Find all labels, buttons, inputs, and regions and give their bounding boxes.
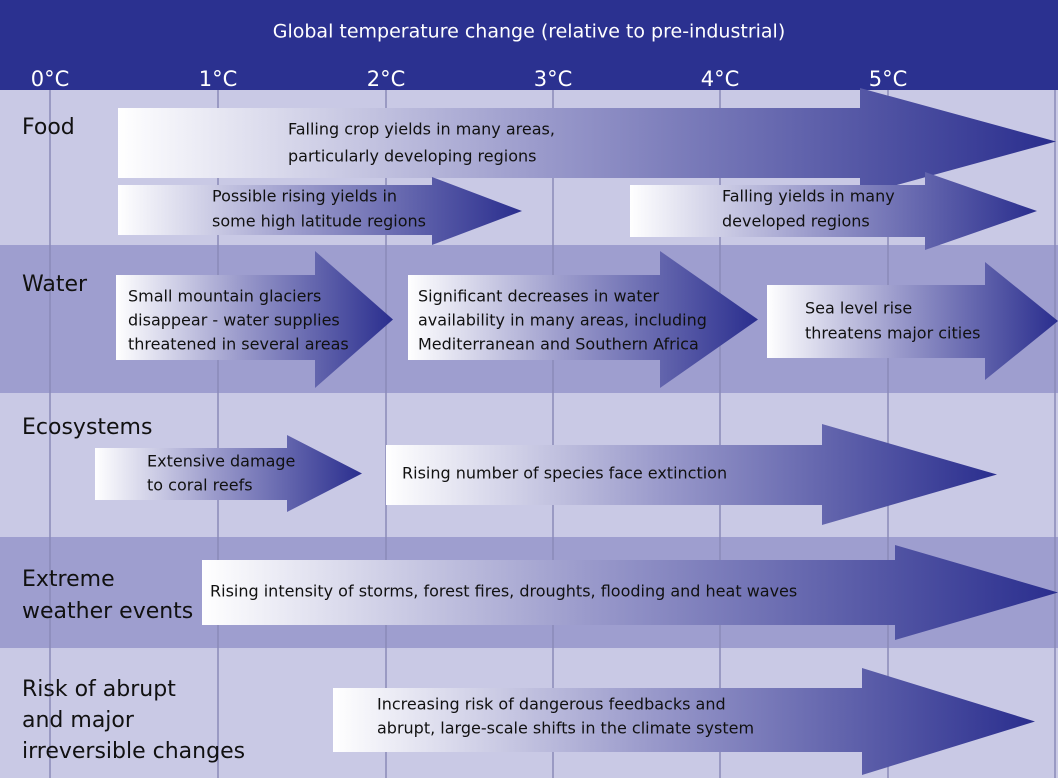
row-label: Water — [22, 272, 88, 297]
arrow-text: Increasing risk of dangerous feedbacks a… — [377, 695, 726, 714]
arrow — [386, 424, 997, 525]
arrow — [408, 251, 758, 388]
row-label: weather events — [22, 599, 193, 624]
header-title: Global temperature change (relative to p… — [273, 21, 786, 43]
arrow — [630, 172, 1037, 250]
row-label: Risk of abrupt — [22, 677, 176, 702]
arrow-text: Falling crop yields in many areas, — [288, 120, 555, 139]
arrow-text: Mediterranean and Southern Africa — [418, 335, 699, 354]
scale-label: 0°C — [31, 67, 70, 91]
arrow-text: availability in many areas, including — [418, 311, 707, 330]
row-label: and major — [22, 708, 135, 733]
arrow-text: to coral reefs — [147, 476, 253, 495]
row-label: irreversible changes — [22, 739, 245, 764]
arrow — [116, 251, 393, 388]
arrow-text: developed regions — [722, 212, 870, 231]
arrow-text: Sea level rise — [805, 299, 912, 318]
arrow-text: threatened in several areas — [128, 335, 349, 354]
arrow — [118, 177, 522, 245]
scale-label: 3°C — [534, 67, 573, 91]
arrow-text: Falling yields in many — [722, 187, 895, 206]
arrow-text: Rising number of species face extinction — [402, 464, 727, 483]
row-label: Food — [22, 115, 75, 140]
scale-label: 4°C — [701, 67, 740, 91]
arrow — [767, 262, 1058, 380]
arrow-text: Possible rising yields in — [212, 187, 397, 206]
row-label: Ecosystems — [22, 415, 152, 440]
scale-label: 1°C — [199, 67, 238, 91]
arrow — [202, 545, 1058, 640]
row-label: Extreme — [22, 567, 115, 592]
arrow — [333, 668, 1035, 775]
arrow-text: Significant decreases in water — [418, 287, 659, 306]
arrow-text: disappear - water supplies — [128, 311, 340, 330]
arrow — [95, 435, 362, 512]
arrow-text: some high latitude regions — [212, 212, 426, 231]
scale-label: 2°C — [367, 67, 406, 91]
arrow-text: Small mountain glaciers — [128, 287, 321, 306]
arrow — [118, 88, 1056, 195]
arrow-text: threatens major cities — [805, 324, 980, 343]
arrow-text: Extensive damage — [147, 452, 295, 471]
header-band — [0, 0, 1058, 90]
arrow-text: abrupt, large-scale shifts in the climat… — [377, 719, 754, 738]
arrow-text: Rising intensity of storms, forest fires… — [210, 582, 797, 601]
arrow-text: particularly developing regions — [288, 147, 537, 166]
scale-label: 5°C — [869, 67, 908, 91]
